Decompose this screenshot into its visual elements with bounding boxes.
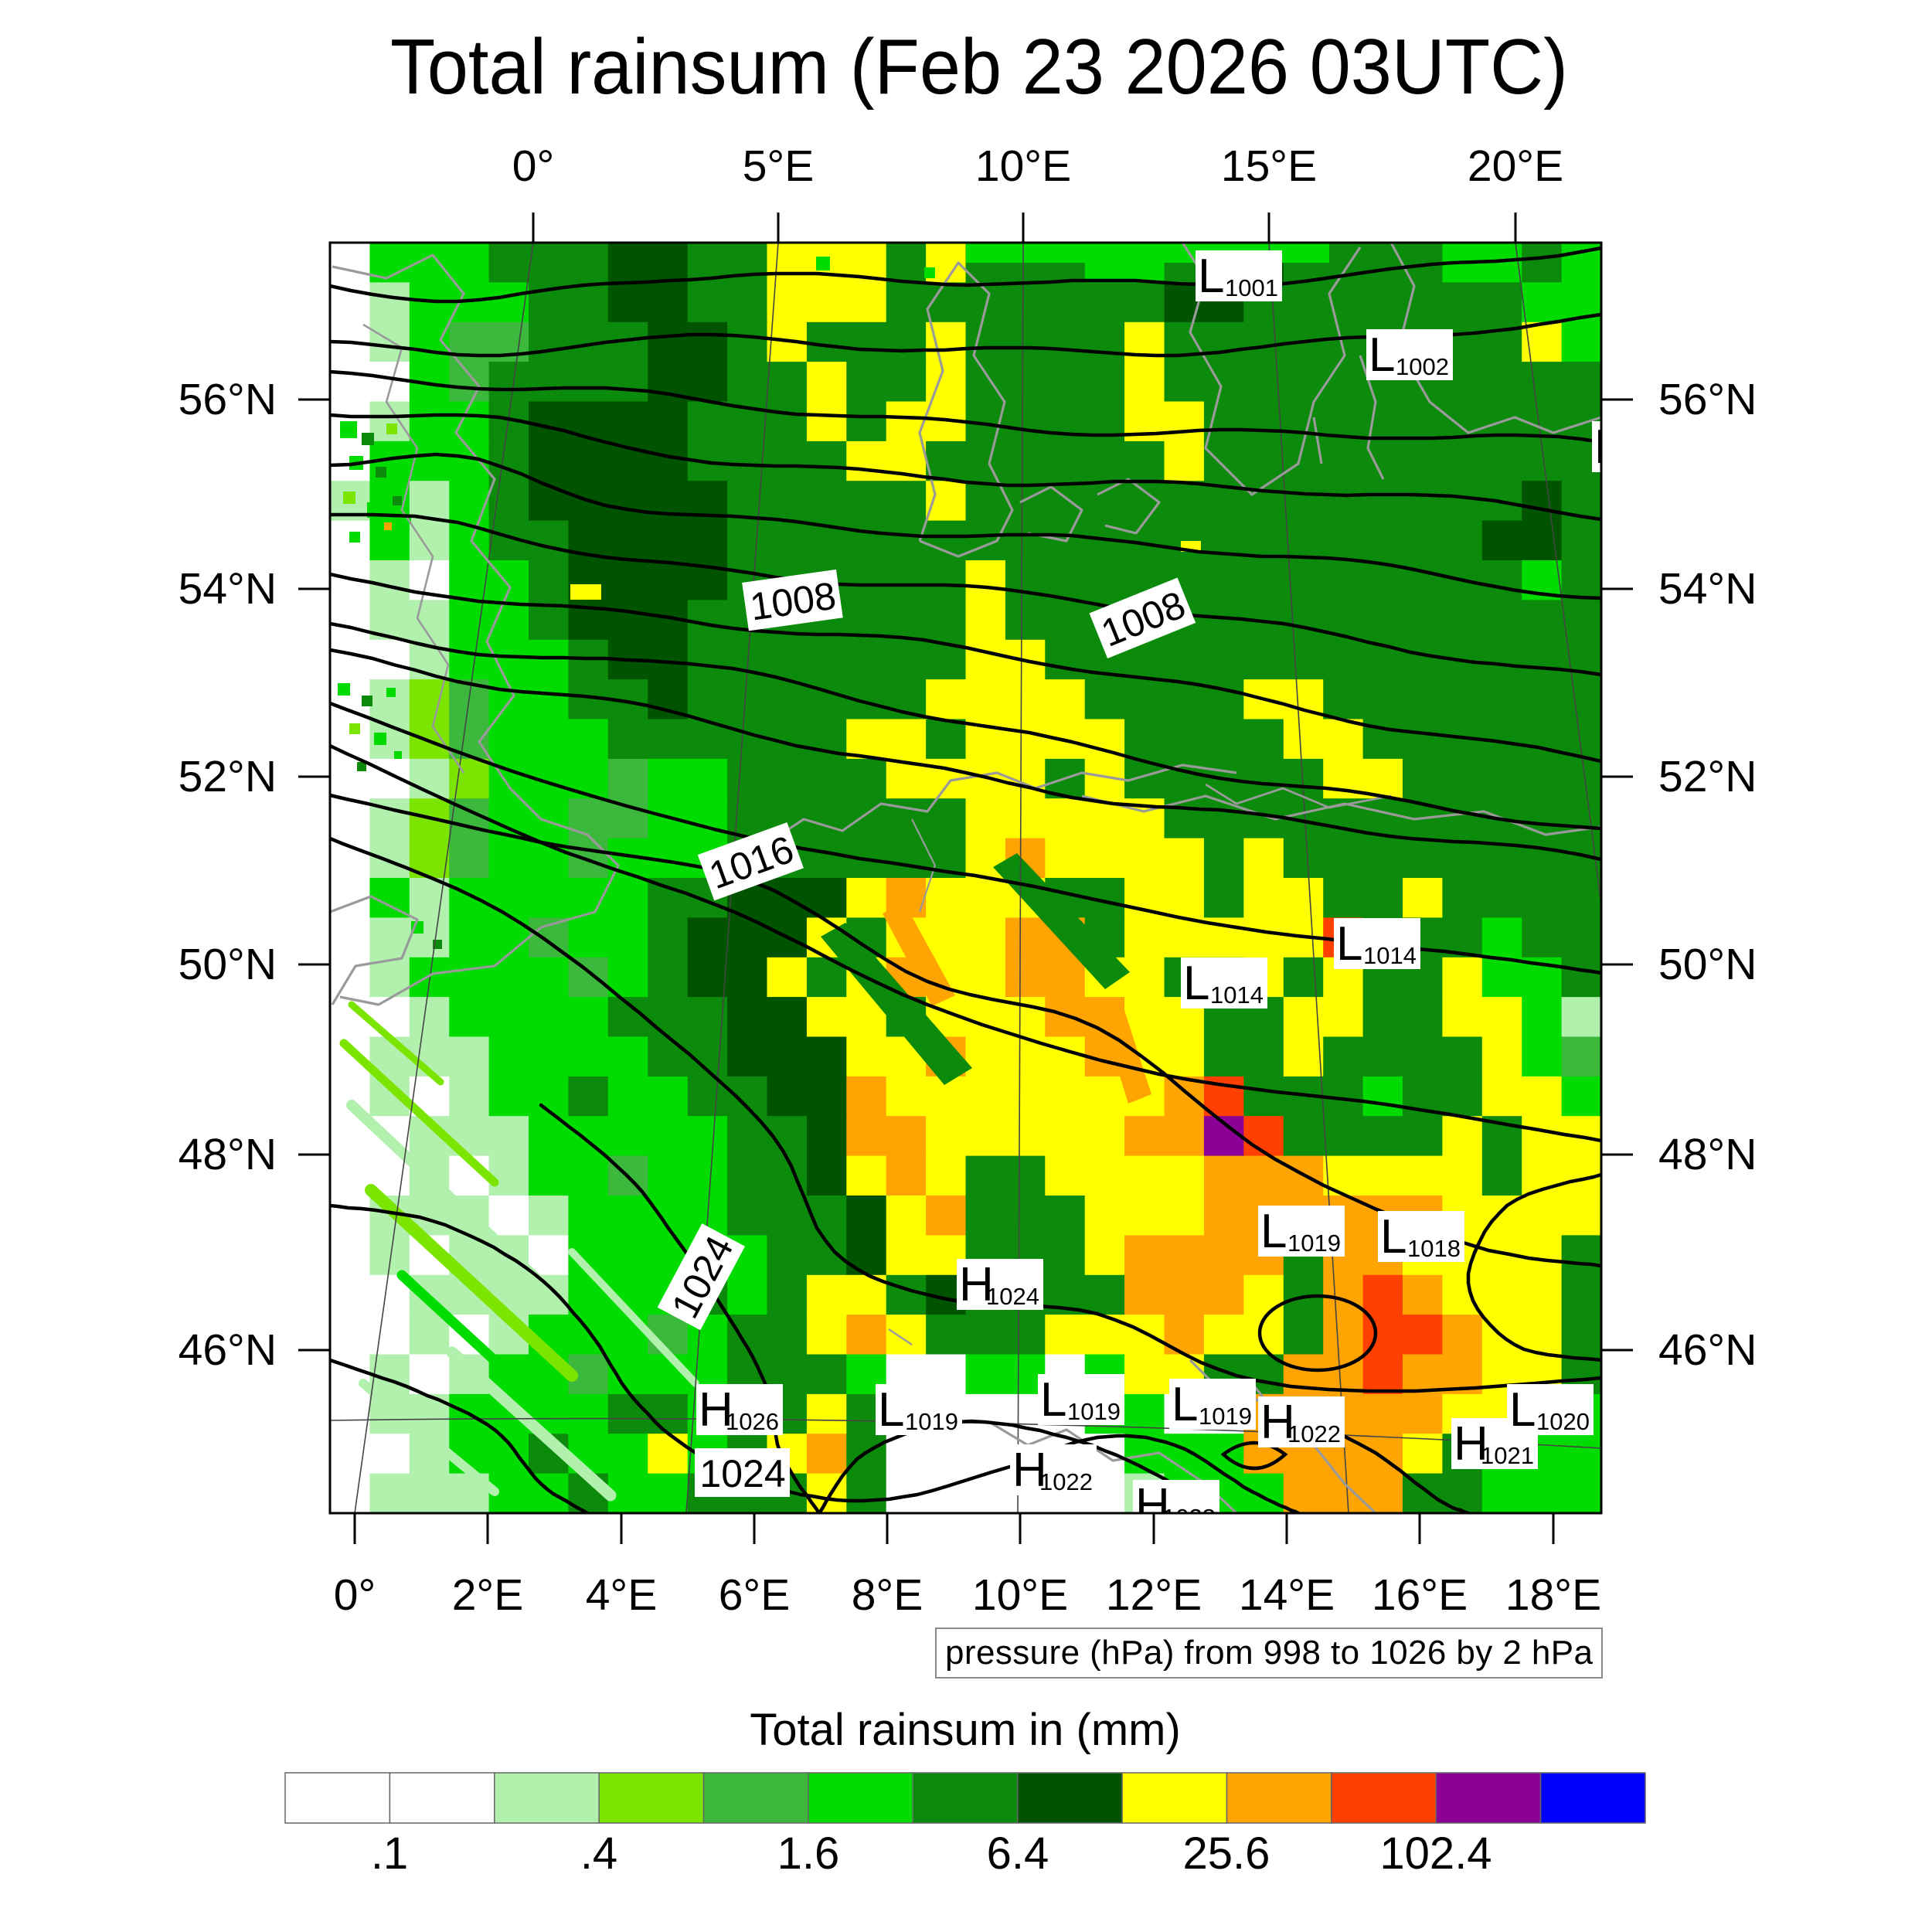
svg-text:6.4: 6.4 xyxy=(987,1828,1049,1879)
svg-text:2°E: 2°E xyxy=(452,1570,524,1620)
svg-text:1019: 1019 xyxy=(1287,1230,1341,1257)
svg-text:1024: 1024 xyxy=(699,1452,785,1495)
svg-text:54°N: 54°N xyxy=(1658,564,1757,614)
svg-text:pressure (hPa) from 998 to 102: pressure (hPa) from 998 to 1026 by 2 hPa xyxy=(945,1634,1594,1672)
svg-text:10°E: 10°E xyxy=(975,141,1071,191)
svg-text:H: H xyxy=(959,1258,994,1311)
svg-text:1019: 1019 xyxy=(1067,1398,1121,1425)
svg-text:L: L xyxy=(1172,1378,1198,1431)
svg-text:1018: 1018 xyxy=(1407,1235,1461,1262)
svg-text:.1: .1 xyxy=(371,1828,408,1879)
svg-text:L: L xyxy=(1198,250,1224,303)
svg-text:L: L xyxy=(1369,328,1395,382)
svg-text:L: L xyxy=(1260,1205,1287,1258)
svg-text:52°N: 52°N xyxy=(1658,752,1757,801)
svg-text:52°N: 52°N xyxy=(179,752,277,801)
svg-text:14°E: 14°E xyxy=(1239,1570,1335,1620)
svg-text:.4: .4 xyxy=(580,1828,617,1879)
svg-text:0°: 0° xyxy=(334,1570,376,1620)
svg-text:5°E: 5°E xyxy=(743,141,815,191)
svg-text:L: L xyxy=(1380,1210,1406,1264)
svg-text:1022: 1022 xyxy=(1287,1420,1341,1447)
svg-text:1020: 1020 xyxy=(1536,1408,1590,1435)
svg-text:6°E: 6°E xyxy=(719,1570,791,1620)
svg-text:1019: 1019 xyxy=(1199,1403,1252,1430)
svg-text:20°E: 20°E xyxy=(1468,141,1563,191)
svg-text:H: H xyxy=(1135,1479,1170,1532)
svg-text:L: L xyxy=(1183,957,1209,1010)
svg-text:46°N: 46°N xyxy=(1658,1325,1757,1375)
svg-text:L: L xyxy=(1509,1383,1536,1437)
svg-text:1014: 1014 xyxy=(1363,942,1417,969)
svg-text:50°N: 50°N xyxy=(179,940,277,989)
svg-text:H: H xyxy=(1012,1444,1047,1497)
svg-text:1014: 1014 xyxy=(1210,981,1264,1009)
svg-text:102.4: 102.4 xyxy=(1379,1828,1492,1879)
svg-text:Total rainsum in (mm): Total rainsum in (mm) xyxy=(750,1705,1181,1755)
svg-text:L: L xyxy=(1594,420,1621,474)
svg-text:25.6: 25.6 xyxy=(1183,1828,1270,1879)
svg-text:H: H xyxy=(1260,1396,1295,1449)
svg-text:L: L xyxy=(1040,1373,1066,1427)
svg-text:1024: 1024 xyxy=(986,1283,1039,1310)
svg-text:1026: 1026 xyxy=(726,1408,779,1435)
svg-text:50°N: 50°N xyxy=(1658,940,1757,989)
svg-text:1022: 1022 xyxy=(1039,1468,1093,1495)
svg-text:Total rainsum (Feb 23 2026 03U: Total rainsum (Feb 23 2026 03UTC) xyxy=(390,24,1568,111)
svg-text:56°N: 56°N xyxy=(179,375,277,424)
svg-text:L: L xyxy=(1336,917,1362,971)
svg-text:1001: 1001 xyxy=(1225,274,1278,301)
svg-text:L: L xyxy=(878,1383,904,1437)
svg-text:1021: 1021 xyxy=(1481,1442,1534,1469)
svg-text:1.6: 1.6 xyxy=(777,1828,840,1879)
svg-text:48°N: 48°N xyxy=(1658,1130,1757,1179)
svg-text:H: H xyxy=(699,1383,733,1437)
svg-text:4°E: 4°E xyxy=(586,1570,658,1620)
svg-text:16°E: 16°E xyxy=(1372,1570,1468,1620)
svg-text:0°: 0° xyxy=(512,141,555,191)
svg-text:8°E: 8°E xyxy=(852,1570,923,1620)
svg-text:54°N: 54°N xyxy=(179,564,277,614)
svg-text:15°E: 15°E xyxy=(1221,141,1317,191)
svg-text:1019: 1019 xyxy=(905,1408,958,1435)
svg-text:1002: 1002 xyxy=(1396,353,1449,380)
svg-text:56°N: 56°N xyxy=(1658,375,1757,424)
svg-text:1023: 1023 xyxy=(1162,1504,1216,1531)
svg-text:10°E: 10°E xyxy=(972,1570,1068,1620)
svg-text:48°N: 48°N xyxy=(179,1130,277,1179)
svg-text:18°E: 18°E xyxy=(1505,1570,1601,1620)
svg-text:46°N: 46°N xyxy=(179,1325,277,1375)
svg-text:H: H xyxy=(1454,1417,1488,1471)
svg-text:12°E: 12°E xyxy=(1106,1570,1202,1620)
